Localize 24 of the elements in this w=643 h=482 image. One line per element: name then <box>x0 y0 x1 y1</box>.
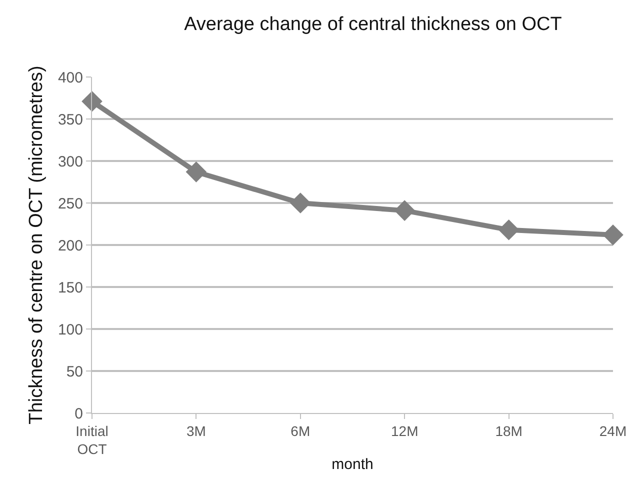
x-tick-label: 24M <box>599 422 627 439</box>
point <box>82 90 102 112</box>
y-tick-label: 100 <box>58 321 83 338</box>
y-tick-label: 200 <box>58 237 83 254</box>
y-axis-title: Thickness of centre on OCT (micrometres) <box>26 66 47 424</box>
point <box>498 219 520 240</box>
point <box>186 162 207 182</box>
x-axis-title: month <box>332 456 374 473</box>
y-tick-label: 50 <box>66 363 83 380</box>
x-tick-label: Initial OCT <box>76 422 108 457</box>
x-tick-label: 3M <box>186 422 206 439</box>
y-tick-label: 250 <box>58 195 83 212</box>
y-tick-label: 0 <box>74 405 83 422</box>
x-tick-label: 18M <box>495 422 522 439</box>
y-tick-label: 400 <box>58 69 83 86</box>
y-tick-label: 350 <box>58 111 83 128</box>
y-tick-label: 300 <box>58 153 83 170</box>
x-tick-label: 12M <box>390 422 418 439</box>
point <box>290 192 311 214</box>
chart-title: Average change of central thickness on OCT <box>184 14 562 36</box>
x-tick-label: 6M <box>290 422 310 439</box>
y-tick-label: 150 <box>58 279 83 296</box>
point <box>602 224 624 246</box>
point <box>394 200 415 221</box>
